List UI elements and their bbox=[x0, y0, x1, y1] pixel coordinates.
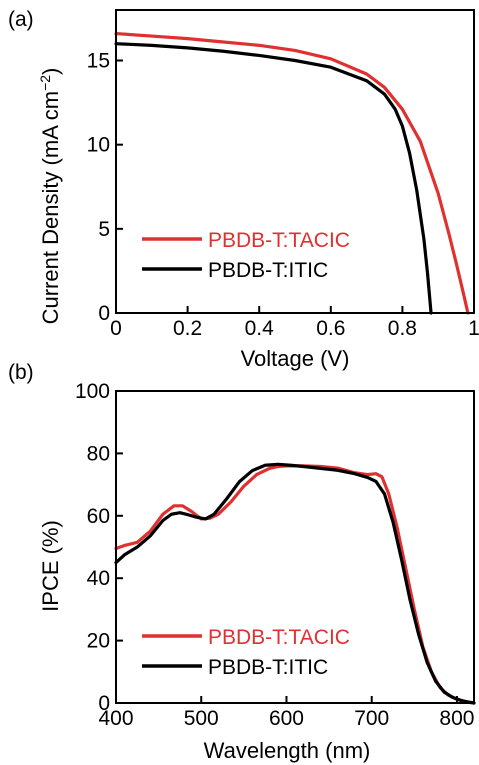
x-tick-label: 500 bbox=[184, 707, 219, 730]
y-tick-label: 10 bbox=[87, 134, 110, 157]
x-tick-label: 1 bbox=[468, 317, 479, 340]
legend-label: PBDB-T:TACIC bbox=[208, 626, 350, 649]
panel-label-b: (b) bbox=[8, 361, 34, 384]
legend-label: PBDB-T:TACIC bbox=[208, 229, 350, 252]
panel-b: (b) IPCE (%) Wavelength (nm) 400 500 600 70… bbox=[8, 361, 476, 763]
y-tick-label: 40 bbox=[87, 567, 110, 590]
plot-frame-a bbox=[115, 9, 475, 314]
legend-label: PBDB-T:ITIC bbox=[208, 259, 328, 282]
series-line-itic bbox=[114, 462, 476, 705]
y-tick-label: 100 bbox=[75, 380, 110, 403]
x-tick-label: 0.8 bbox=[388, 317, 417, 340]
legend-a: PBDB-T:TACIC PBDB-T:ITIC bbox=[142, 229, 350, 282]
x-tick-label: 0.2 bbox=[173, 317, 202, 340]
plot-frame-b bbox=[115, 390, 475, 704]
y-tick-label: 60 bbox=[87, 505, 110, 528]
x-tick-label: 400 bbox=[98, 707, 133, 730]
x-tick-label: 700 bbox=[354, 707, 389, 730]
y-axis-title-b: IPCE (%) bbox=[38, 520, 63, 612]
legend-label: PBDB-T:ITIC bbox=[208, 656, 328, 679]
y-tick-label: 15 bbox=[87, 50, 110, 73]
x-axis-title-a: Voltage (V) bbox=[241, 346, 350, 371]
y-tick-label: 20 bbox=[87, 630, 110, 653]
series-line-tacic bbox=[114, 31, 470, 315]
ticks-b: 400 500 600 700 800 0 20 40 60 80 100 bbox=[75, 380, 475, 730]
ylabel-sup-a: −2 bbox=[37, 75, 53, 91]
y-tick-label: 5 bbox=[98, 218, 110, 241]
series-a bbox=[114, 31, 470, 315]
x-axis-title-b: Wavelength (nm) bbox=[204, 738, 371, 763]
ylabel-b: IPCE (%) bbox=[38, 520, 63, 612]
legend-b: PBDB-T:TACIC PBDB-T:ITIC bbox=[142, 626, 350, 679]
series-b bbox=[114, 462, 476, 705]
x-tick-label: 800 bbox=[439, 707, 474, 730]
x-tick-label: 0.4 bbox=[245, 317, 275, 340]
y-tick-label: 0 bbox=[98, 692, 110, 715]
ylabel-close-a: ) bbox=[38, 68, 63, 75]
y-tick-label: 80 bbox=[87, 442, 110, 465]
ylabel-main-a: Current Density (mA cm bbox=[38, 91, 63, 325]
panel-label-a: (a) bbox=[8, 8, 34, 31]
series-line-itic bbox=[114, 42, 433, 315]
y-tick-label: 0 bbox=[98, 302, 110, 325]
x-tick-label: 600 bbox=[269, 707, 304, 730]
panel-a: (a) Current Density (mA cm−2) Voltage (V… bbox=[8, 8, 479, 371]
x-tick-label: 0 bbox=[110, 317, 122, 340]
x-tick-label: 0.6 bbox=[316, 317, 345, 340]
svg-text:Current Density (mA cm−2): Current Density (mA cm−2) bbox=[37, 68, 63, 325]
y-axis-title-a: Current Density (mA cm−2) bbox=[37, 68, 63, 325]
